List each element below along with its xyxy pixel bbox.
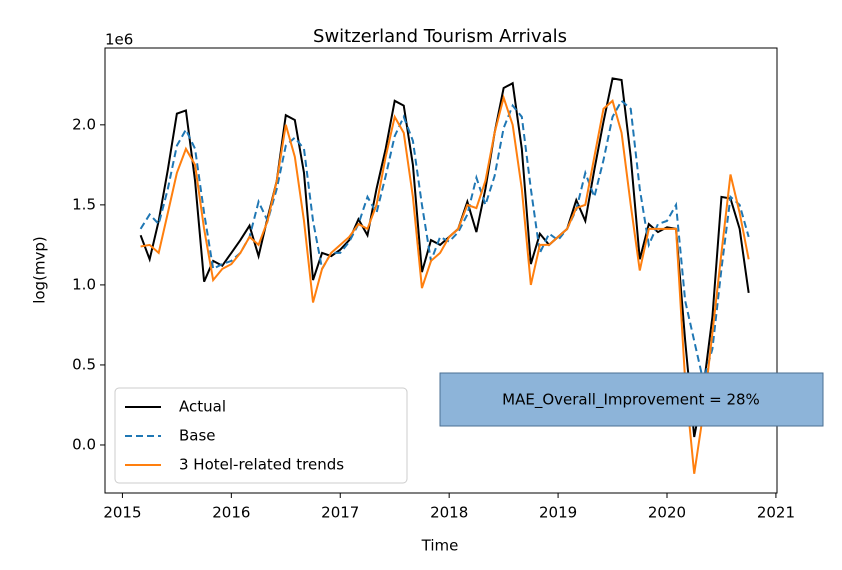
- x-tick-label: 2021: [757, 504, 795, 522]
- x-tick-label: 2018: [430, 504, 468, 522]
- y-axis-label: log(mvp): [31, 236, 49, 304]
- chart-title: Switzerland Tourism Arrivals: [313, 26, 567, 47]
- series-line: [140, 94, 750, 474]
- x-tick-label: 2015: [103, 504, 141, 522]
- y-tick-label: 1.0: [72, 275, 96, 293]
- x-tick-label: 2020: [648, 504, 686, 522]
- y-tick-label: 0.0: [72, 435, 96, 453]
- legend-box: [114, 387, 408, 484]
- legend-label: Base: [179, 427, 216, 445]
- y-tick-label: 2.0: [72, 115, 96, 133]
- x-tick-label: 2019: [539, 504, 577, 522]
- y-tick-label: 1.5: [72, 195, 96, 213]
- legend-label: 3 Hotel-related trends: [179, 456, 344, 474]
- plot-frame: [104, 47, 778, 494]
- x-axis-label: Time: [421, 537, 459, 555]
- annotation-box: [439, 372, 824, 427]
- y-offset-label: 1e6: [105, 31, 133, 49]
- series-line: [139, 99, 750, 382]
- annotation-text: MAE_Overall_Improvement = 28%: [502, 391, 760, 410]
- x-tick-label: 2016: [212, 504, 250, 522]
- x-tick-label: 2017: [321, 504, 359, 522]
- legend-label: Actual: [179, 398, 226, 416]
- y-tick-label: 0.5: [72, 355, 96, 373]
